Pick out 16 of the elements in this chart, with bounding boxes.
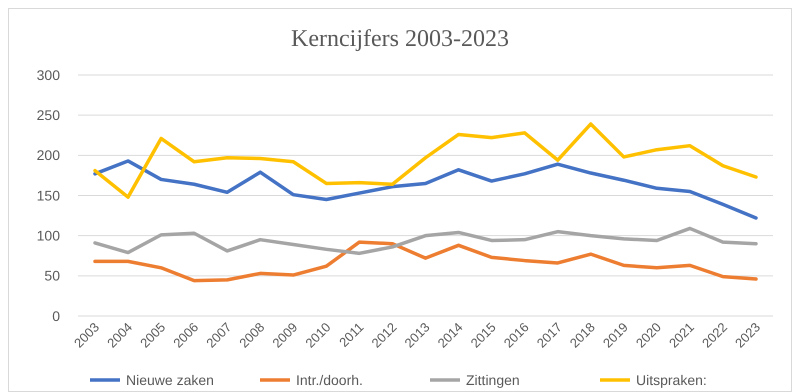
line-series [93,226,758,256]
y-tick-label: 250 [36,107,60,124]
legend-label: Uitspraken: [636,372,707,388]
legend-label: Intr./doorh. [296,372,363,388]
chart-title: Kerncijfers 2003-2023 [291,26,509,52]
y-tick-label: 0 [52,308,60,324]
line-series [93,240,758,282]
y-tick-label: 300 [36,66,60,83]
y-tick-label: 100 [36,228,60,244]
y-tick-label: 150 [36,187,60,204]
legend-label: Zittingen [466,372,520,388]
y-tick-label: 200 [36,147,60,164]
line-series [93,122,758,199]
line-series [93,159,758,220]
legend-label: Nieuwe zaken [126,372,214,388]
y-tick-label: 50 [44,268,60,284]
